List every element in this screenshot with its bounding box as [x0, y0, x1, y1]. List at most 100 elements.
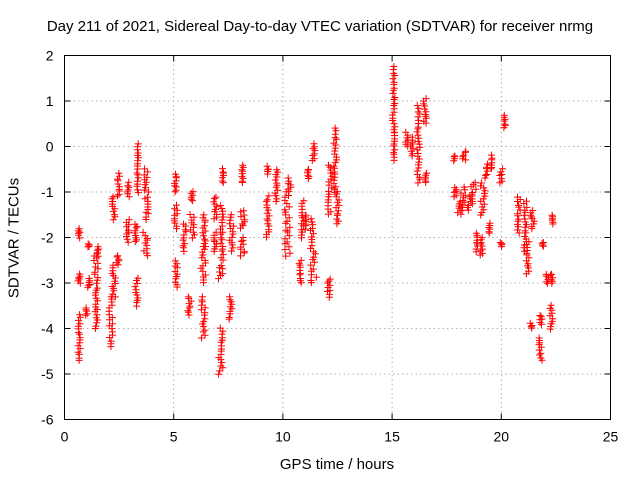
- data-point: [305, 173, 313, 181]
- data-point: [459, 153, 467, 161]
- data-point: [472, 245, 480, 253]
- y-tick-label: -4: [41, 321, 54, 337]
- data-point: [274, 186, 282, 194]
- data-point: [171, 257, 179, 265]
- data-point: [548, 211, 556, 219]
- data-point: [94, 259, 102, 267]
- data-point: [484, 160, 491, 168]
- data-point: [227, 211, 235, 219]
- data-point: [309, 152, 317, 159]
- y-tick-label: 2: [46, 48, 54, 64]
- data-point: [285, 214, 293, 222]
- data-point: [134, 149, 142, 157]
- data-point: [450, 153, 458, 161]
- data-point: [333, 188, 341, 196]
- data-point: [423, 169, 431, 177]
- data-point: [125, 216, 133, 224]
- data-point: [529, 207, 537, 214]
- data-point: [499, 165, 507, 173]
- grid: [64, 55, 611, 420]
- data-point: [483, 171, 491, 178]
- data-point: [219, 179, 227, 187]
- data-point: [226, 293, 234, 301]
- data-point: [273, 166, 281, 174]
- data-point: [237, 252, 244, 260]
- data-point: [297, 256, 305, 264]
- x-axis-label: GPS time / hours: [279, 456, 395, 473]
- data-point: [107, 337, 115, 345]
- data-point: [481, 187, 489, 195]
- data-point: [94, 243, 102, 251]
- data-point: [171, 188, 179, 196]
- data-point: [115, 169, 123, 177]
- data-point: [240, 207, 248, 215]
- data-point: [535, 334, 543, 342]
- data-point: [469, 189, 477, 196]
- data-point: [308, 233, 316, 241]
- data-point: [548, 306, 556, 314]
- data-point: [134, 140, 142, 148]
- data-point: [468, 190, 476, 198]
- data-point: [125, 193, 133, 201]
- data-point: [92, 263, 99, 271]
- data-point: [310, 248, 318, 256]
- data-point: [93, 250, 101, 258]
- x-tick-label: 10: [275, 429, 291, 445]
- data-point: [200, 211, 208, 219]
- data-point: [325, 187, 332, 195]
- data-point: [307, 215, 315, 223]
- data-point: [296, 269, 304, 277]
- data-point: [465, 202, 473, 209]
- data-point: [498, 240, 506, 248]
- data-point: [462, 147, 470, 155]
- data-point: [515, 229, 523, 237]
- data-point: [296, 261, 304, 269]
- data-point: [218, 205, 226, 212]
- data-point: [75, 330, 83, 338]
- data-point: [472, 229, 480, 237]
- data-point: [189, 188, 197, 196]
- data-point: [217, 202, 225, 209]
- data-point: [414, 108, 422, 116]
- data-point: [546, 304, 554, 312]
- data-point: [74, 348, 82, 356]
- data-point: [241, 216, 249, 224]
- data-point: [457, 189, 465, 197]
- data-point: [312, 273, 320, 281]
- data-point: [172, 183, 180, 191]
- data-point: [180, 231, 188, 239]
- data-point: [263, 162, 271, 170]
- data-point: [520, 211, 528, 219]
- data-point: [391, 94, 399, 101]
- data-point: [109, 216, 117, 224]
- data-point: [413, 167, 421, 175]
- data-point: [217, 225, 224, 233]
- data-point: [414, 179, 422, 187]
- data-point: [181, 240, 189, 248]
- data-point: [216, 324, 224, 332]
- data-point: [215, 370, 223, 378]
- data-point: [219, 243, 227, 250]
- data-point: [114, 192, 121, 200]
- data-point: [286, 249, 294, 257]
- data-point: [538, 239, 546, 247]
- data-point: [537, 349, 545, 357]
- data-point: [172, 170, 179, 178]
- data-point: [140, 171, 148, 179]
- data-point: [92, 300, 100, 308]
- data-point: [239, 174, 247, 182]
- data-point: [460, 151, 468, 159]
- data-point: [93, 284, 101, 292]
- x-tick-label: 25: [603, 429, 619, 445]
- data-point: [82, 304, 90, 312]
- data-point: [415, 116, 423, 124]
- data-point: [486, 219, 494, 227]
- data-point: [414, 150, 422, 157]
- data-point: [173, 222, 181, 230]
- x-tick-label: 5: [170, 429, 178, 445]
- data-point: [237, 237, 245, 245]
- data-point: [391, 100, 399, 107]
- data-point: [523, 203, 531, 211]
- data-point: [76, 228, 84, 236]
- data-point: [413, 102, 421, 109]
